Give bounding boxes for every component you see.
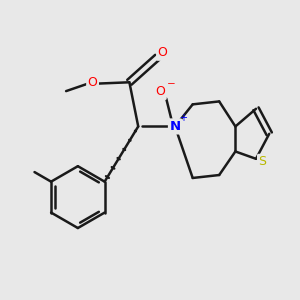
Text: +: + — [179, 113, 187, 123]
Text: −: − — [167, 79, 176, 89]
Text: O: O — [88, 76, 98, 89]
Text: O: O — [155, 85, 165, 98]
Text: O: O — [158, 46, 168, 59]
Text: N: N — [169, 120, 181, 133]
Text: S: S — [259, 155, 266, 168]
